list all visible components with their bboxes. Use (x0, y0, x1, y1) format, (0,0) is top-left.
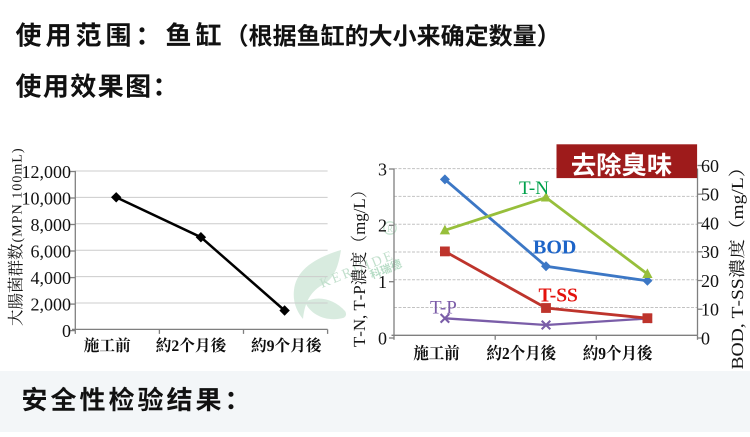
svg-text:8,000: 8,000 (31, 215, 72, 235)
svg-text:40: 40 (701, 213, 719, 233)
svg-text:0: 0 (701, 328, 710, 348)
svg-text:T-N: T-N (519, 178, 549, 199)
svg-text:T-SS: T-SS (539, 286, 579, 307)
svg-text:20: 20 (701, 271, 719, 291)
svg-text:T-P: T-P (430, 298, 457, 319)
svg-text:0: 0 (378, 328, 387, 348)
svg-text:4,000: 4,000 (31, 268, 72, 288)
svg-text:50: 50 (701, 185, 719, 205)
svg-text:10,000: 10,000 (22, 188, 72, 208)
svg-text:2: 2 (378, 216, 387, 236)
svg-text:60: 60 (701, 156, 719, 176)
svg-text:R: R (387, 224, 393, 234)
svg-text:12,000: 12,000 (22, 162, 72, 182)
svg-text:30: 30 (701, 242, 719, 262)
svg-text:3: 3 (378, 159, 387, 179)
svg-text:0: 0 (62, 321, 71, 341)
svg-text:2,000: 2,000 (31, 294, 72, 314)
svg-text:10: 10 (701, 300, 719, 320)
svg-text:BOD: BOD (533, 237, 576, 259)
svg-text:1: 1 (378, 272, 387, 292)
svg-text:6,000: 6,000 (31, 241, 72, 261)
